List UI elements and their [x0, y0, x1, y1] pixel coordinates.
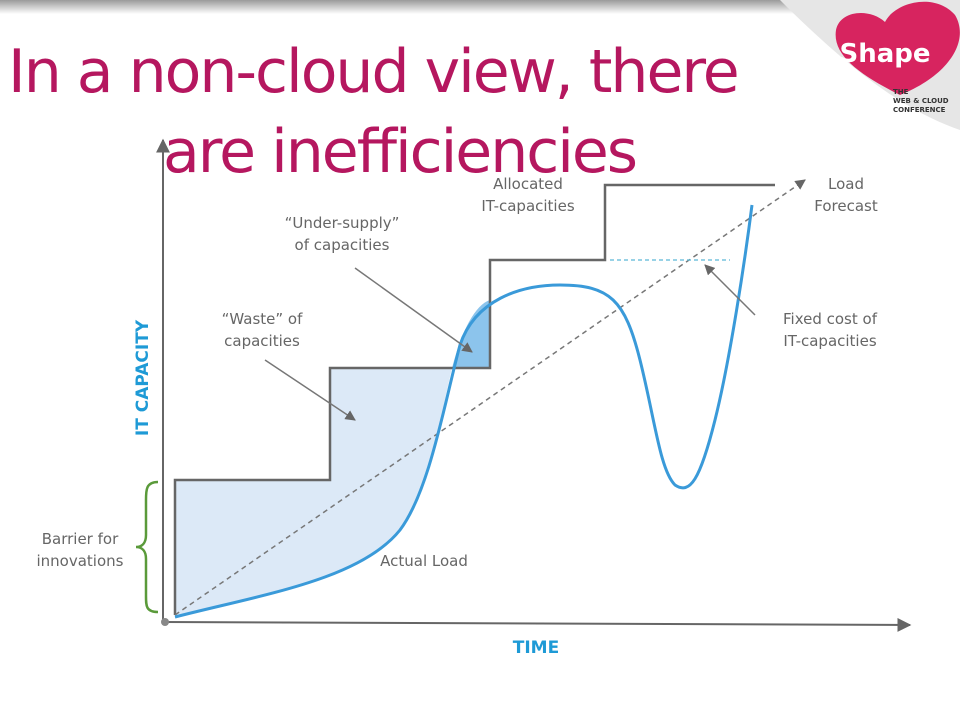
waste-label: “Waste” of [222, 310, 303, 328]
waste-label: capacities [224, 332, 300, 350]
allocated-label: IT-capacities [481, 197, 574, 215]
barrier-label: innovations [37, 552, 124, 570]
barrier-brace [135, 480, 159, 614]
fixed-cost-label: IT-capacities [783, 332, 876, 350]
x-axis [162, 617, 912, 632]
logo-tagline: THE [893, 88, 909, 96]
annotation-arrow [264, 359, 356, 421]
top-band [0, 0, 960, 14]
logo-heart [835, 1, 960, 95]
title-line: are inefficiencies [163, 117, 636, 187]
title-line: In a non-cloud view, there [8, 37, 738, 107]
waste-area [175, 368, 452, 617]
annotation-arrow [354, 267, 473, 353]
allocated-steps [173, 183, 775, 615]
annotation-arrow [704, 264, 756, 316]
y-axis-label: IT CAPACITY [133, 319, 153, 436]
under-supply-label: “Under-supply” [285, 214, 400, 232]
forecast-label: Load [828, 175, 864, 193]
logo-name: Shape [839, 39, 930, 69]
actual-load-curve [174, 204, 754, 619]
forecast-label: Forecast [814, 197, 878, 215]
under-supply-label: of capacities [295, 236, 390, 254]
origin-dot [161, 618, 169, 626]
logo-tagline: CONFERENCE [893, 106, 946, 114]
actual-load-label: Actual Load [380, 552, 468, 570]
x-axis-label: TIME [513, 638, 559, 658]
allocated-label: Allocated [493, 175, 563, 193]
logo-tagline: WEB & CLOUD [893, 97, 949, 105]
barrier-label: Barrier for [42, 530, 119, 548]
fixed-cost-label: Fixed cost of [783, 310, 878, 328]
forecast-line [174, 179, 806, 616]
